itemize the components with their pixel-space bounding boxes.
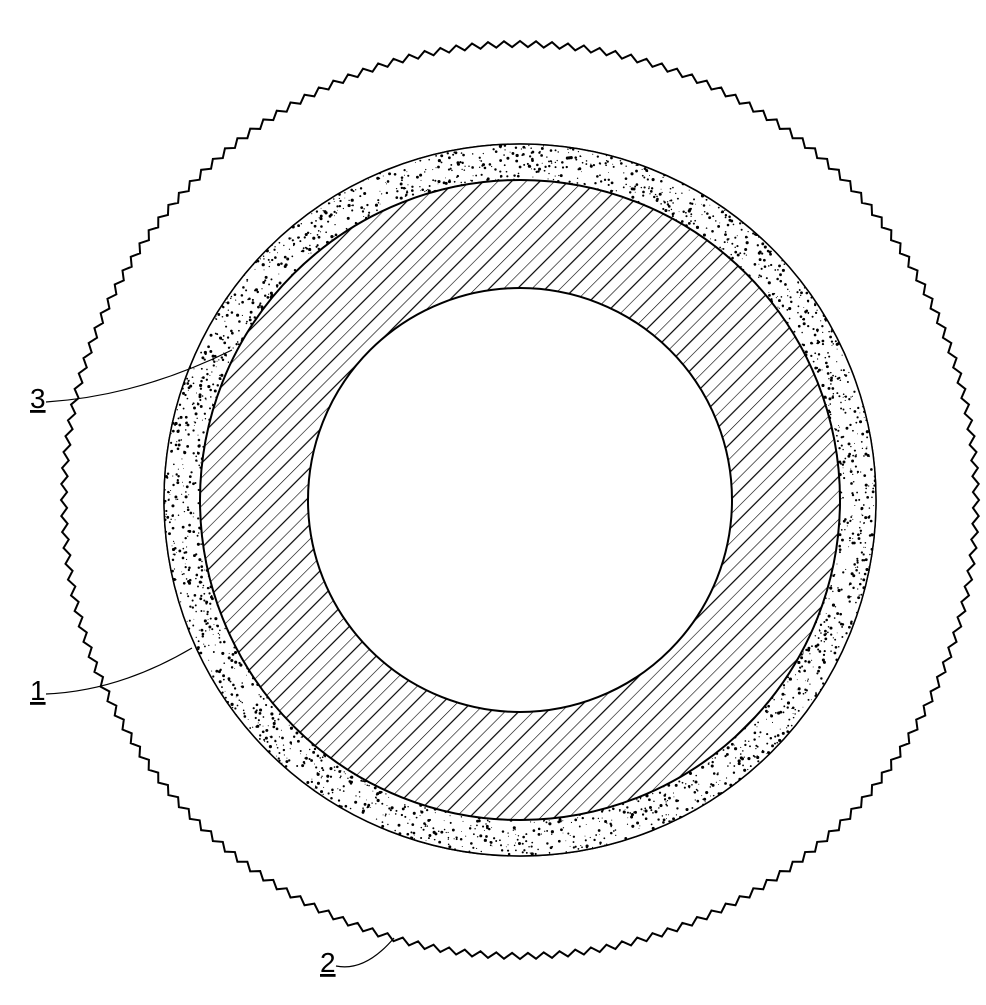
diagram-container: 3 1 2	[0, 0, 986, 1000]
cross-section-diagram: 3 1 2	[0, 0, 986, 1000]
label-3: 3	[30, 383, 46, 414]
label-1: 1	[30, 675, 46, 706]
center-bore	[308, 288, 732, 712]
label-2: 2	[320, 947, 336, 978]
leader-line-2	[336, 938, 394, 967]
